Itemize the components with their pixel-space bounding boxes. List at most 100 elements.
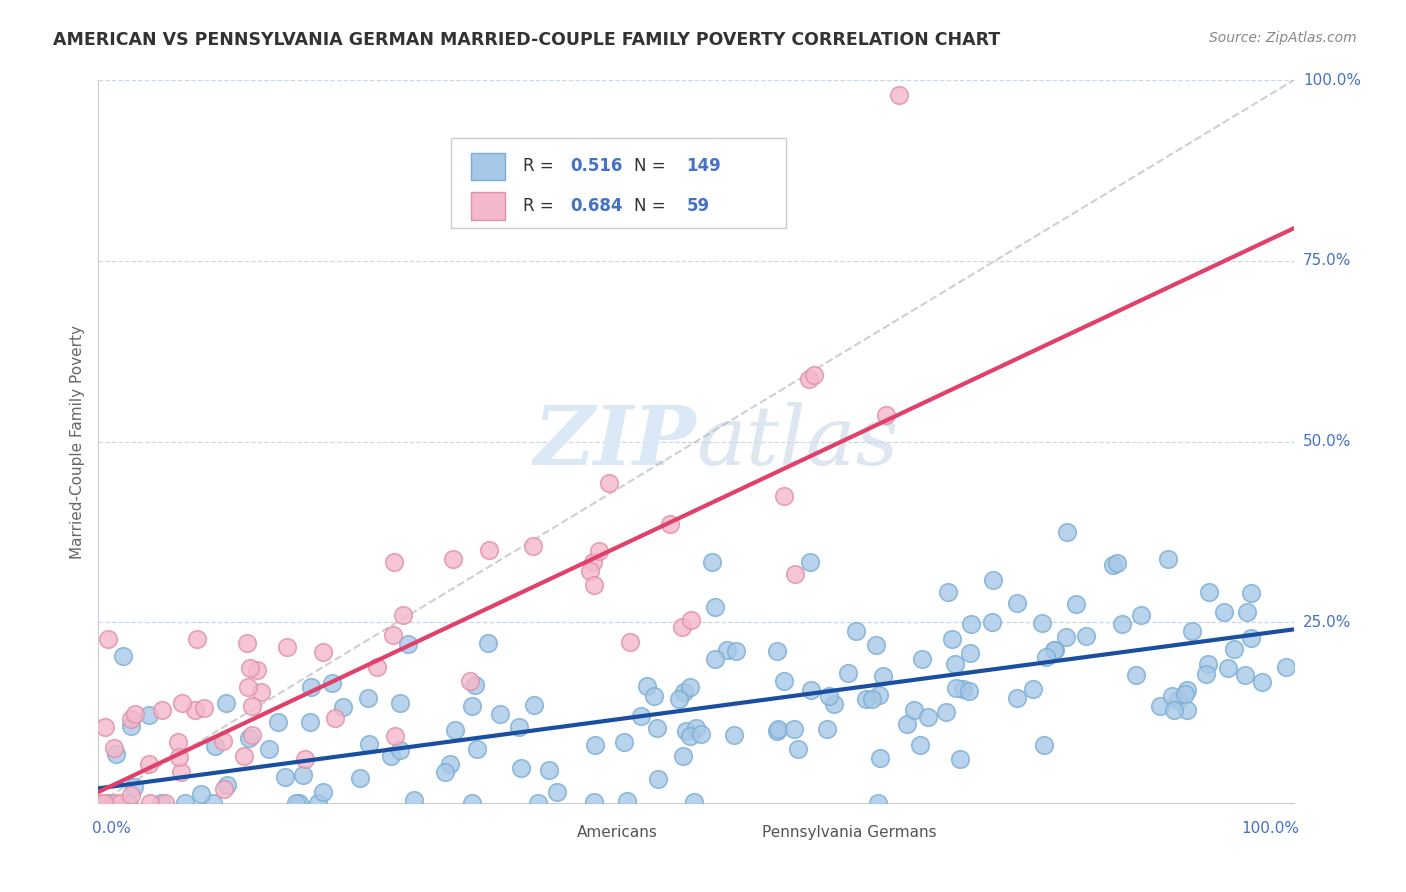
Point bbox=[439, 756, 461, 771]
Point bbox=[689, 727, 711, 741]
Point bbox=[1005, 596, 1028, 610]
Point bbox=[588, 544, 610, 558]
Point bbox=[103, 740, 125, 755]
Point bbox=[981, 615, 1004, 630]
Point bbox=[215, 778, 238, 792]
Point bbox=[672, 685, 695, 699]
Point bbox=[404, 793, 426, 807]
Point bbox=[1111, 616, 1133, 631]
Point bbox=[477, 636, 499, 650]
Point bbox=[186, 632, 208, 647]
Point bbox=[167, 750, 190, 764]
Point bbox=[173, 796, 195, 810]
Point bbox=[204, 739, 226, 753]
Point bbox=[578, 564, 600, 578]
FancyBboxPatch shape bbox=[725, 822, 752, 843]
Point bbox=[636, 679, 658, 693]
Point bbox=[1212, 605, 1234, 619]
Point bbox=[259, 742, 281, 756]
Point bbox=[167, 735, 190, 749]
Point bbox=[943, 657, 966, 672]
Point bbox=[299, 681, 322, 695]
Point bbox=[522, 539, 544, 553]
Point bbox=[1218, 661, 1240, 675]
Point bbox=[149, 796, 172, 810]
Point bbox=[1056, 525, 1078, 540]
FancyBboxPatch shape bbox=[471, 153, 505, 180]
Point bbox=[1043, 642, 1066, 657]
Point bbox=[245, 664, 267, 678]
Text: R =: R = bbox=[523, 197, 558, 215]
Point bbox=[233, 749, 256, 764]
Point bbox=[325, 711, 347, 725]
Point bbox=[214, 696, 236, 710]
Point bbox=[815, 723, 838, 737]
Text: 0.684: 0.684 bbox=[571, 197, 623, 215]
Point bbox=[510, 761, 533, 775]
Point bbox=[616, 794, 638, 808]
Point bbox=[630, 708, 652, 723]
Point bbox=[465, 742, 488, 756]
Text: ZIP: ZIP bbox=[533, 401, 696, 482]
Point bbox=[872, 669, 894, 683]
Point bbox=[773, 489, 796, 503]
Point bbox=[89, 796, 111, 810]
Point bbox=[645, 721, 668, 735]
Point bbox=[1240, 631, 1263, 645]
Point bbox=[659, 516, 682, 531]
Point bbox=[294, 752, 316, 766]
Point bbox=[1240, 586, 1263, 600]
Point bbox=[671, 620, 693, 634]
Point bbox=[724, 644, 747, 658]
Point bbox=[392, 607, 415, 622]
Point bbox=[190, 787, 212, 801]
Point bbox=[1066, 597, 1088, 611]
Point bbox=[845, 624, 868, 639]
Point bbox=[799, 555, 821, 569]
Point bbox=[1129, 607, 1152, 622]
Point bbox=[299, 715, 322, 730]
Point bbox=[349, 771, 371, 785]
Point bbox=[959, 617, 981, 632]
Point bbox=[700, 555, 723, 569]
Point bbox=[668, 692, 690, 706]
Point bbox=[508, 720, 530, 734]
Point bbox=[389, 743, 412, 757]
Text: Pennsylvania Germans: Pennsylvania Germans bbox=[762, 825, 936, 840]
Point bbox=[1222, 641, 1244, 656]
Point bbox=[1236, 605, 1258, 619]
Point bbox=[983, 573, 1005, 587]
Text: 50.0%: 50.0% bbox=[1303, 434, 1351, 449]
Point bbox=[782, 722, 804, 736]
Point bbox=[444, 723, 467, 737]
Point bbox=[582, 555, 605, 569]
Point bbox=[1101, 558, 1123, 572]
Point bbox=[139, 796, 162, 810]
Point bbox=[703, 652, 725, 666]
Point bbox=[643, 689, 665, 703]
Point bbox=[120, 789, 142, 803]
Point bbox=[823, 697, 845, 711]
Point bbox=[703, 599, 725, 614]
Point bbox=[291, 768, 314, 782]
Point bbox=[1175, 703, 1198, 717]
Point bbox=[464, 678, 486, 692]
Text: AMERICAN VS PENNSYLVANIA GERMAN MARRIED-COUPLE FAMILY POVERTY CORRELATION CHART: AMERICAN VS PENNSYLVANIA GERMAN MARRIED-… bbox=[53, 31, 1001, 49]
Point bbox=[1157, 552, 1180, 566]
Point bbox=[936, 584, 959, 599]
Point bbox=[679, 614, 702, 628]
Point bbox=[952, 682, 974, 697]
Point bbox=[124, 707, 146, 722]
Point bbox=[1181, 624, 1204, 639]
Point bbox=[307, 796, 329, 810]
Point bbox=[683, 795, 706, 809]
Point bbox=[1197, 657, 1219, 671]
Point bbox=[935, 706, 957, 720]
Point bbox=[765, 644, 787, 658]
Point bbox=[800, 683, 823, 698]
Point bbox=[357, 691, 380, 706]
Text: atlas: atlas bbox=[696, 401, 898, 482]
Point bbox=[1198, 585, 1220, 599]
Point bbox=[1035, 650, 1057, 665]
Point bbox=[184, 703, 207, 717]
